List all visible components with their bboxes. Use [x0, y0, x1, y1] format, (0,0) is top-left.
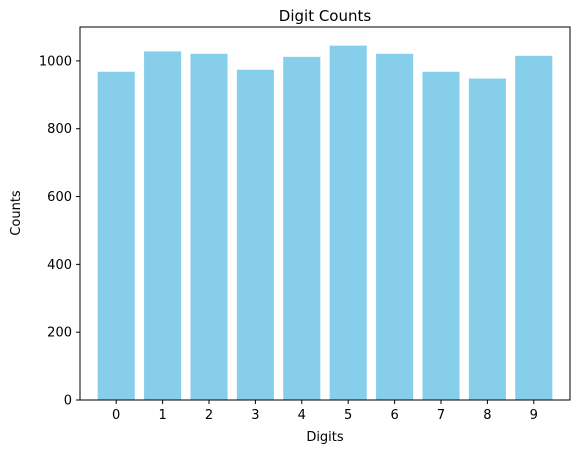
plot-frame — [79, 26, 571, 401]
x-tick-label: 4 — [298, 408, 306, 423]
x-tick-label: 3 — [251, 408, 259, 423]
bar-digit-1 — [144, 51, 182, 400]
x-axis-ticks: 0 1 2 3 4 5 6 7 8 9 — [112, 400, 538, 423]
bar-digit-7 — [422, 71, 460, 400]
y-axis-ticks: 0 200 400 600 800 1000 — [39, 54, 80, 409]
chart-title: Digit Counts — [279, 7, 372, 25]
bar-digit-5 — [329, 45, 367, 401]
bar-digit-9 — [515, 55, 553, 400]
x-tick-label: 2 — [205, 408, 213, 423]
y-tick-label: 1000 — [39, 54, 72, 69]
y-axis-label: Counts — [9, 190, 24, 236]
bar-digit-4 — [283, 56, 321, 401]
x-tick-label: 7 — [437, 408, 445, 423]
x-tick-label: 5 — [344, 408, 352, 423]
bar-digit-2 — [190, 53, 228, 400]
y-tick-label: 0 — [64, 394, 72, 409]
y-tick-label: 200 — [47, 326, 72, 341]
y-tick-label: 400 — [47, 258, 72, 273]
x-tick-label: 9 — [530, 408, 538, 423]
bars-group — [97, 45, 553, 401]
bar-digit-3 — [236, 69, 274, 400]
bar-digit-6 — [376, 53, 414, 400]
x-tick-label: 0 — [112, 408, 120, 423]
x-tick-label: 6 — [390, 408, 398, 423]
y-tick-label: 600 — [47, 190, 72, 205]
y-tick-label: 800 — [47, 122, 72, 137]
bar-digit-0 — [97, 71, 135, 400]
bar-digit-8 — [468, 78, 506, 400]
x-tick-label: 8 — [483, 408, 491, 423]
x-axis-label: Digits — [306, 430, 344, 445]
x-tick-label: 1 — [158, 408, 166, 423]
